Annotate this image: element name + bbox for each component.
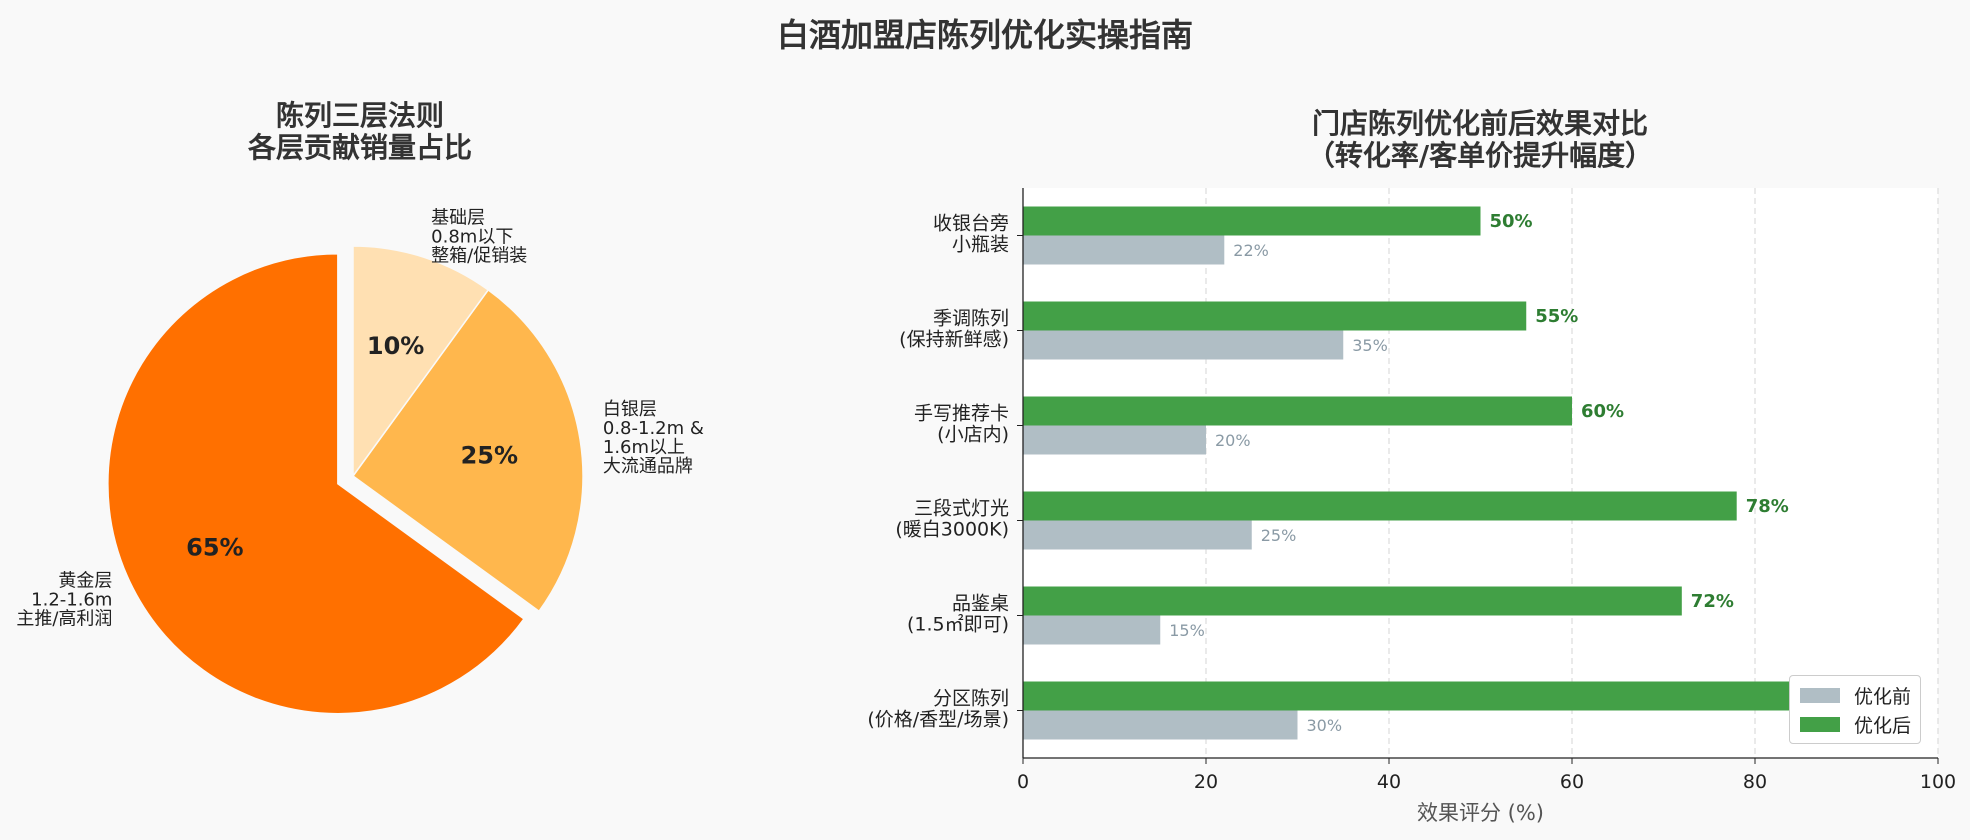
bar-after	[1023, 396, 1572, 426]
y-tick-label: 分区陈列(价格/香型/场景)	[867, 688, 1009, 731]
pie-slice-gold	[107, 252, 525, 715]
bar-before	[1023, 520, 1252, 550]
bar-after	[1023, 206, 1481, 236]
pie-label-silver: 白银层 0.8-1.2m & 1.6m以上大流通品牌	[603, 399, 704, 477]
bar-title-line-2: （转化率/客单价提升幅度）	[1306, 139, 1654, 172]
bar-before-value-label: 22%	[1233, 241, 1269, 260]
x-tick-label: 0	[1017, 771, 1029, 793]
bar-after-value-label: 78%	[1746, 496, 1789, 517]
bar-before-value-label: 25%	[1261, 526, 1297, 545]
y-tick-label: 手写推荐卡(小店内)	[914, 403, 1009, 446]
legend-label-before: 优化前	[1854, 685, 1912, 708]
bar-before	[1023, 710, 1298, 740]
pie-pct-label-gold: 65%	[186, 533, 243, 561]
bar-before	[1023, 235, 1225, 265]
legend-swatch-before	[1800, 687, 1840, 703]
legend-label-after: 优化后	[1854, 714, 1912, 737]
pie-chart: 65% 黄金层 1.2-1.6m 主推/高利润 25% 白银层 0.8-1.2m & 1.6m…	[16, 207, 704, 715]
bar-after-value-label: 55%	[1535, 306, 1578, 327]
bar-before	[1023, 425, 1206, 455]
pie-slice-silver	[351, 288, 584, 613]
bar-after-value-label: 50%	[1490, 211, 1533, 232]
x-tick-label: 40	[1377, 771, 1401, 793]
bar-after	[1023, 681, 1801, 711]
bar-before	[1023, 330, 1344, 360]
bar-after	[1023, 301, 1527, 331]
legend-item-after: 优化后	[1800, 713, 1912, 737]
legend-swatch-after	[1800, 716, 1840, 732]
x-tick-label: 60	[1560, 771, 1584, 793]
bar-after-value-label: 60%	[1581, 401, 1624, 422]
pie-pct-label-silver: 25%	[461, 441, 518, 469]
page-title: 白酒加盟店陈列优化实操指南	[776, 16, 1193, 54]
x-tick-label: 20	[1194, 771, 1218, 793]
bar-after-value-label: 72%	[1691, 591, 1734, 612]
bar-before	[1023, 615, 1161, 645]
pie-label-gold: 黄金层 1.2-1.6m 主推/高利润	[16, 571, 112, 630]
bar-after	[1023, 586, 1682, 616]
pie-slice-base	[352, 245, 490, 479]
y-tick-label: 三段式灯光(暖白3000K)	[895, 498, 1009, 541]
bar-title-line-1: 门店陈列优化前后效果对比	[1311, 107, 1648, 140]
bar-before-value-label: 15%	[1169, 621, 1205, 640]
pie-title-line-1: 陈列三层法则	[275, 99, 444, 132]
x-tick-label: 80	[1743, 771, 1767, 793]
pie-label-base: 基础层 0.8m以下整箱/促销装	[431, 207, 527, 266]
y-tick-label: 季调陈列(保持新鲜感)	[899, 308, 1009, 351]
bar-before-value-label: 30%	[1307, 716, 1343, 735]
bar-before-value-label: 35%	[1352, 336, 1388, 355]
x-tick-label: 100	[1920, 771, 1956, 793]
legend-item-before: 优化前	[1800, 684, 1912, 708]
x-axis-label: 效果评分 (%)	[1417, 801, 1544, 825]
pie-pct-label-base: 10%	[367, 332, 424, 360]
bar-chart: 50% 22% 收银台旁小瓶装 55% 35% 季调陈列(保持新鲜感) 60% 20% 手写推荐…	[867, 188, 1956, 825]
bar-before-value-label: 20%	[1215, 431, 1251, 450]
pie-chart-title: 陈列三层法则 各层贡献销量占比	[160, 100, 560, 164]
bar-chart-title: 门店陈列优化前后效果对比 （转化率/客单价提升幅度）	[1180, 108, 1780, 172]
y-tick-label: 品鉴桌(1.5㎡即可)	[907, 593, 1009, 636]
bar-legend: 优化前 优化后	[1789, 675, 1921, 744]
bar-after	[1023, 491, 1737, 521]
y-tick-label: 收银台旁小瓶装	[933, 213, 1009, 256]
plot-area	[1023, 188, 1938, 758]
pie-title-line-2: 各层贡献销量占比	[247, 131, 472, 164]
